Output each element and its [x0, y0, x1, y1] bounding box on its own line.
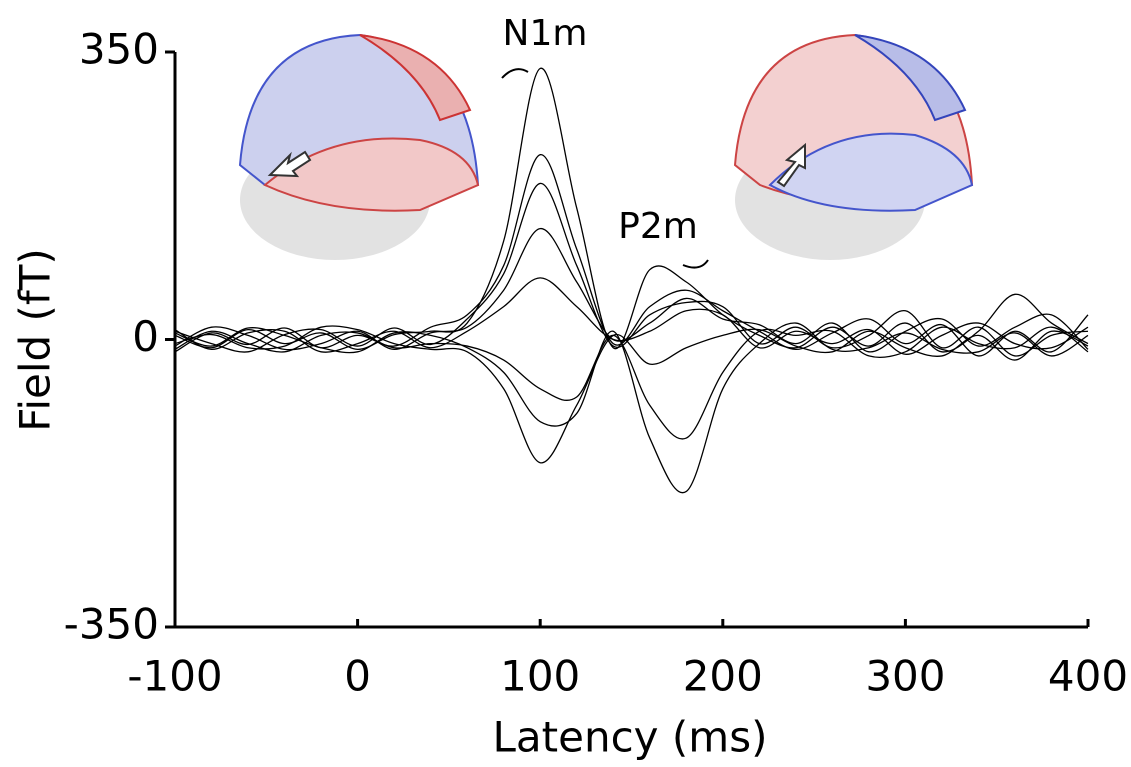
head-map-right	[733, 33, 974, 260]
x-tick-label: 400	[1048, 652, 1128, 701]
x-axis-label: Latency (ms)	[493, 713, 768, 762]
y-tick-label: 0	[132, 312, 159, 361]
x-tick-label: 0	[344, 652, 371, 701]
x-tick-label: -100	[127, 652, 222, 701]
x-tick-label: 300	[865, 652, 945, 701]
trace	[174, 154, 1089, 357]
y-tick-label: -350	[64, 600, 159, 649]
trace	[174, 325, 1089, 464]
head-map-left	[238, 33, 480, 260]
annotation: N1m	[503, 13, 588, 54]
trace	[174, 326, 1089, 440]
y-tick-label: 350	[79, 25, 159, 74]
annotation: P2m	[618, 206, 698, 247]
arrow	[682, 259, 709, 269]
x-tick-label: 100	[500, 652, 580, 701]
x-tick-label: 200	[683, 652, 763, 701]
arrow	[501, 68, 529, 79]
trace	[174, 182, 1089, 357]
trace	[174, 322, 1089, 494]
trace	[174, 277, 1089, 355]
y-axis-label: Field (fT)	[11, 248, 60, 432]
